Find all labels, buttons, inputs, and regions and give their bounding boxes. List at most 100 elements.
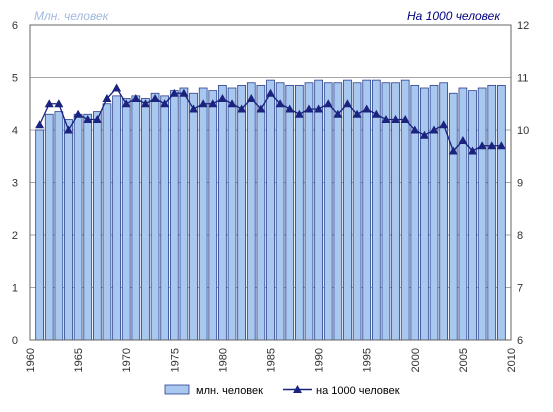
left-tick-label: 3: [12, 178, 18, 190]
triangle-marker: [362, 104, 372, 113]
triangle-marker: [410, 125, 420, 134]
x-tick-label: 1990: [314, 348, 326, 372]
bar: [343, 79, 352, 341]
bar: [35, 129, 44, 341]
bar: [83, 113, 93, 341]
triangle-marker: [217, 94, 227, 102]
triangle-marker: [208, 99, 218, 108]
bar-series: [35, 79, 506, 341]
bar: [362, 79, 372, 341]
left-tick-label: 2: [12, 230, 18, 242]
x-tick-label: 1995: [362, 348, 374, 372]
bar: [218, 84, 227, 341]
triangle-marker: [131, 94, 141, 102]
bar: [198, 87, 208, 341]
bar: [352, 82, 362, 341]
triangle-marker: [429, 125, 439, 134]
bar: [323, 82, 333, 341]
bar: [150, 92, 160, 341]
triangle-marker: [227, 99, 237, 108]
x-tick-label: 1960: [25, 348, 37, 372]
bar: [44, 113, 54, 341]
triangle-marker: [83, 115, 93, 123]
triangle-marker: [169, 88, 179, 97]
bar: [141, 98, 150, 341]
bar: [285, 84, 295, 341]
right-tick-label: 6: [517, 335, 523, 347]
right-axis-ticks: 6 7 8 9 10 11 12: [517, 20, 529, 347]
triangle-marker: [150, 94, 160, 102]
bar: [266, 79, 275, 341]
bar: [160, 95, 170, 341]
triangle-marker: [371, 109, 381, 118]
triangle-marker: [256, 104, 266, 113]
triangle-marker: [121, 99, 131, 108]
triangle-marker: [73, 109, 83, 118]
bar: [237, 84, 246, 341]
triangle-marker: [448, 146, 458, 155]
x-axis-ticks: 1960 1965 1970 1975 1980 1985 1990 1995 2000 2005…: [25, 348, 518, 372]
triangle-marker: [477, 141, 487, 150]
bar: [92, 111, 102, 341]
legend-bar-swatch: [164, 384, 190, 395]
triangle-marker: [294, 109, 304, 118]
triangle-marker: [439, 120, 449, 129]
triangle-marker: [314, 104, 324, 113]
left-tick-label: 4: [12, 125, 18, 137]
triangle-marker: [458, 136, 468, 144]
bar: [371, 79, 381, 341]
bar: [64, 119, 73, 341]
right-tick-label: 11: [517, 73, 528, 85]
x-tick-label: 1985: [266, 348, 278, 372]
bar: [208, 90, 218, 341]
bar: [429, 84, 439, 341]
triangle-marker: [140, 99, 150, 108]
triangle-marker: [468, 146, 478, 155]
bar: [420, 87, 429, 341]
x-tick-label: 1980: [217, 348, 229, 372]
left-tick-label: 5: [12, 73, 18, 85]
triangle-marker: [342, 99, 352, 108]
bar: [477, 87, 487, 341]
x-tick-label: 1975: [169, 348, 181, 372]
bar: [121, 98, 131, 341]
legend-triangle-marker-icon: [293, 385, 302, 393]
bar: [295, 84, 304, 341]
bar: [131, 95, 141, 341]
right-tick-label: 12: [517, 20, 529, 32]
left-tick-label: 1: [12, 283, 18, 295]
triangle-marker: [487, 141, 497, 150]
x-tick-label: 2005: [458, 348, 470, 372]
bar: [256, 84, 266, 341]
bar: [275, 82, 285, 341]
legend: млн. человек на 1000 человек: [164, 384, 400, 397]
bar: [497, 84, 506, 341]
triangle-marker: [112, 83, 122, 92]
right-axis-unit-label: На 1000 человек: [407, 9, 501, 23]
left-tick-label: 0: [12, 335, 18, 347]
bar: [314, 79, 323, 341]
line-series: [35, 83, 506, 155]
bar: [410, 84, 420, 341]
triangle-marker: [400, 115, 410, 123]
triangle-marker: [285, 104, 295, 113]
bar: [112, 95, 121, 341]
triangle-marker: [189, 104, 199, 113]
triangle-marker: [92, 115, 102, 123]
legend-line-label: на 1000 человек: [316, 385, 400, 397]
bar: [54, 111, 64, 341]
bar: [179, 87, 189, 341]
legend-bar-label: млн. человек: [196, 385, 263, 397]
x-tick-label: 1970: [121, 348, 133, 372]
bar: [102, 103, 112, 341]
left-axis-ticks: 0 1 2 3 4 5 6: [12, 20, 18, 347]
triangle-marker: [179, 88, 189, 97]
triangle-marker: [496, 141, 506, 150]
triangle-marker: [35, 120, 45, 129]
bar: [246, 82, 256, 341]
triangle-marker: [198, 99, 208, 108]
x-tick-label: 2000: [410, 348, 422, 372]
bar: [468, 90, 477, 341]
bar: [189, 92, 198, 341]
